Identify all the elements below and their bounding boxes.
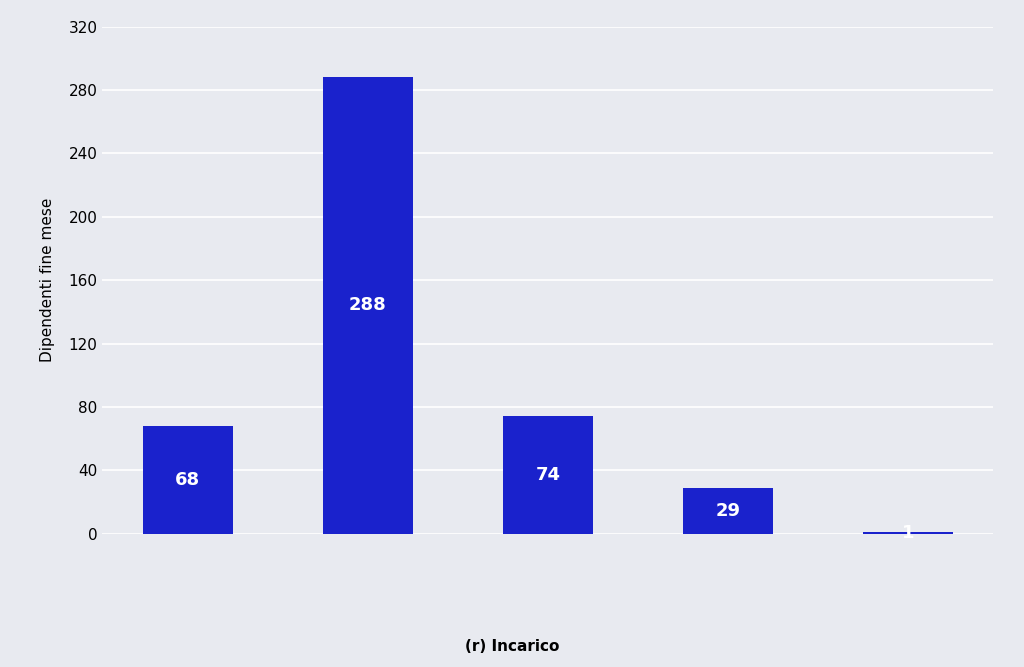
- Bar: [143, 426, 232, 534]
- Text: 288: 288: [349, 297, 387, 314]
- Y-axis label: Dipendenti fine mese: Dipendenti fine mese: [40, 198, 54, 362]
- Text: 68: 68: [175, 471, 201, 489]
- Text: 74: 74: [536, 466, 560, 484]
- Text: (r) Incarico: (r) Incarico: [465, 639, 559, 654]
- Text: 1: 1: [901, 524, 914, 542]
- Bar: [503, 416, 593, 534]
- Bar: [683, 488, 773, 534]
- Bar: [323, 77, 413, 534]
- Text: 29: 29: [716, 502, 740, 520]
- Bar: [863, 532, 952, 534]
